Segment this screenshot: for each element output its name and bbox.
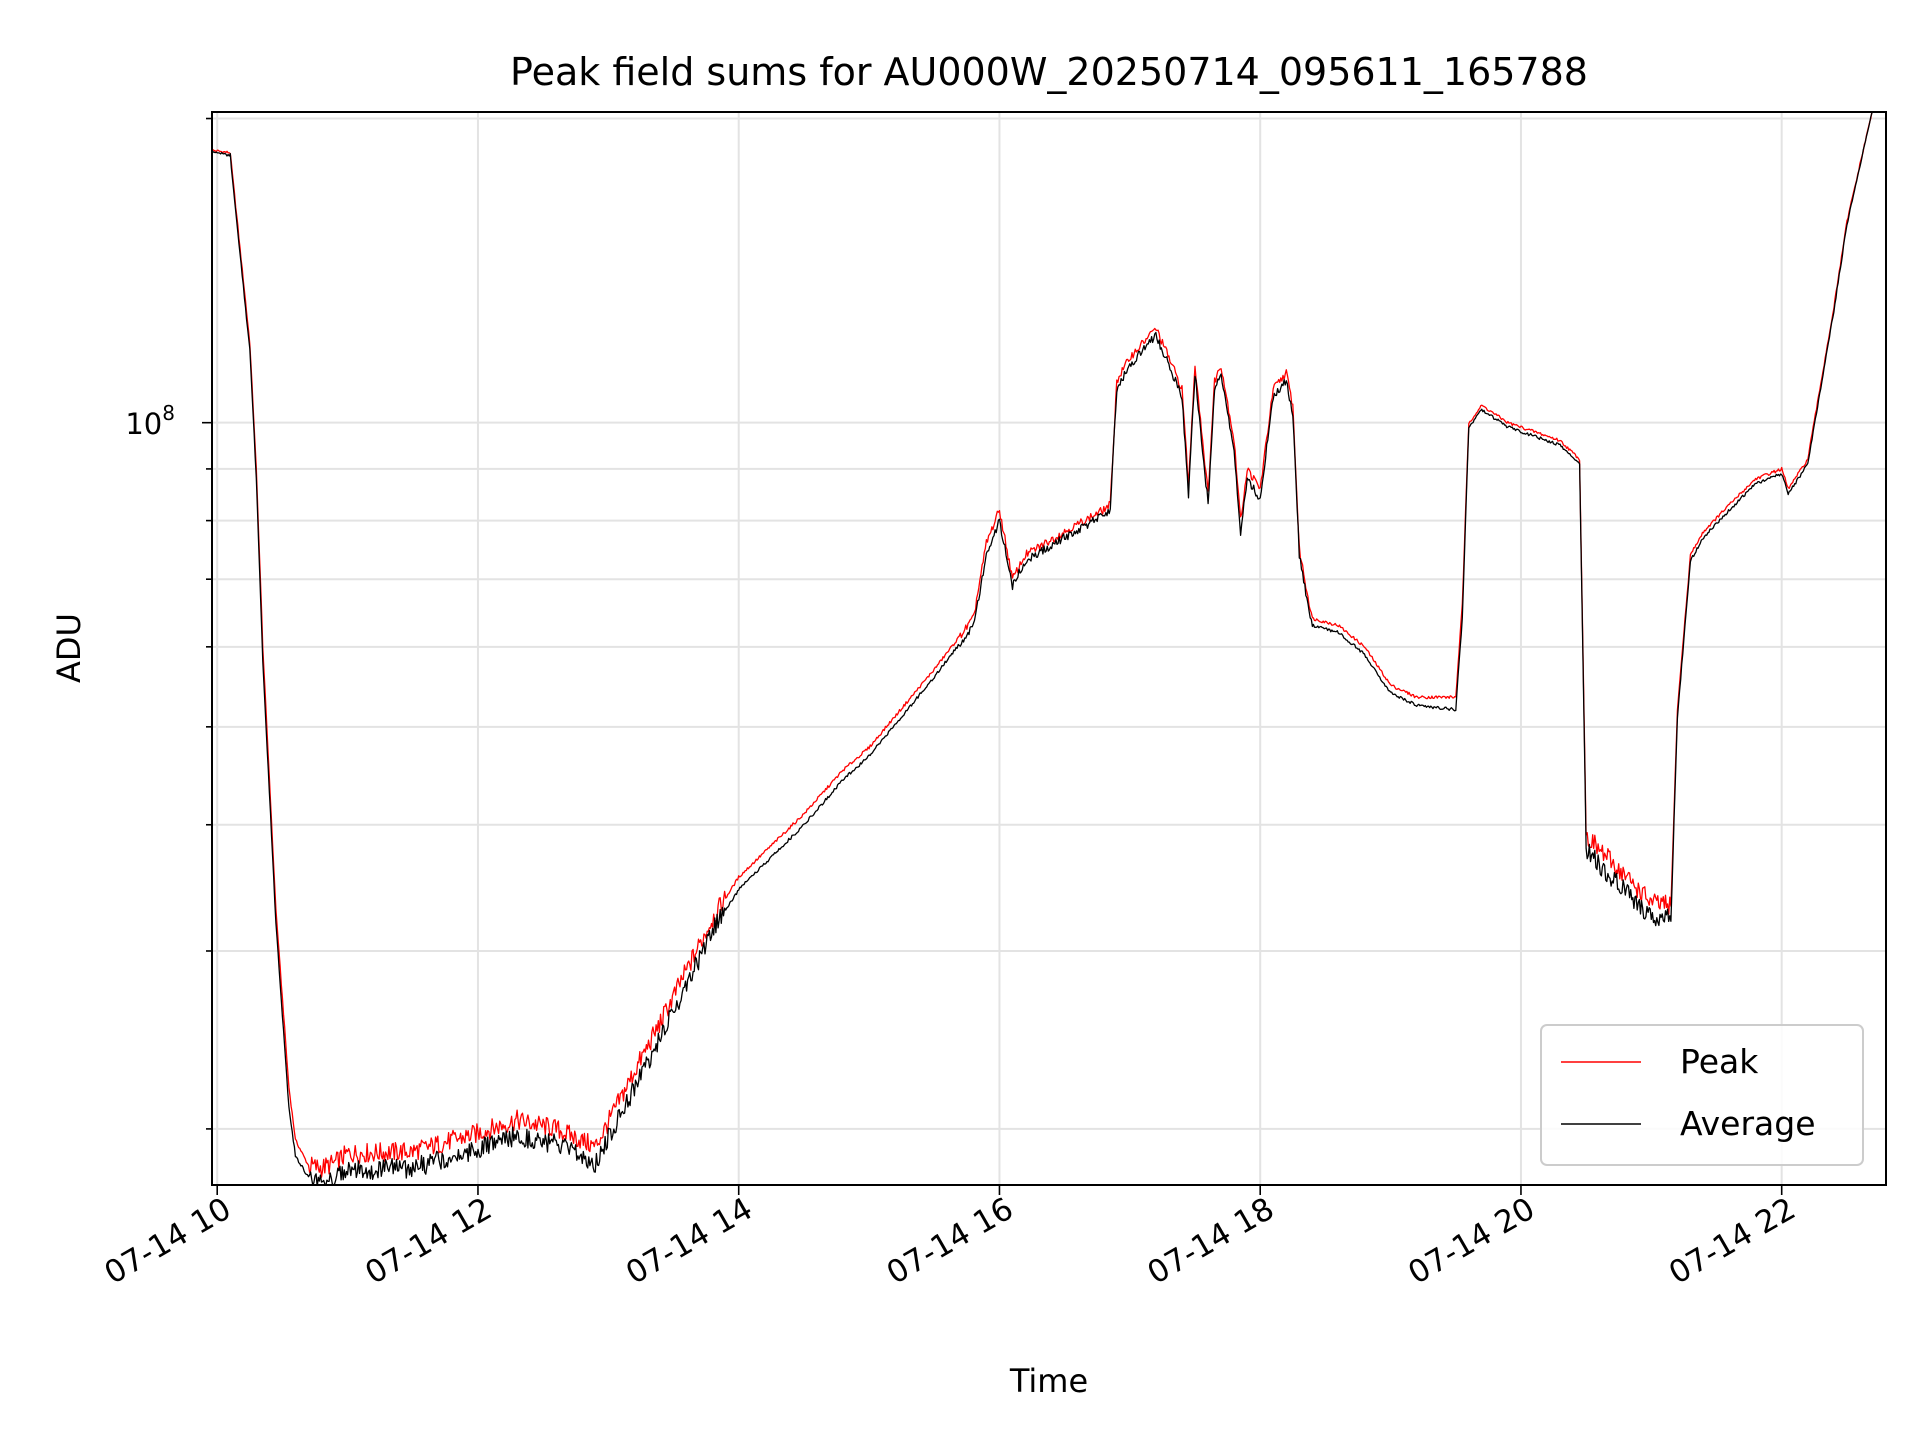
series-line-average	[212, 112, 1873, 1185]
legend-label-peak: Peak	[1680, 1042, 1759, 1081]
axes-frame	[211, 111, 1887, 1186]
legend: Peak Average	[1540, 1024, 1864, 1166]
plot-area	[212, 112, 1873, 1185]
legend-frame	[1540, 1024, 1864, 1166]
series-line-peak	[212, 112, 1873, 1178]
x-axis-label: Time	[1009, 1362, 1088, 1400]
chart-title: Peak field sums for AU000W_20250714_0956…	[510, 50, 1588, 94]
legend-label-average: Average	[1680, 1104, 1816, 1143]
grid	[212, 112, 1886, 1185]
series-lines	[212, 112, 1873, 1185]
y-axis-label: ADU	[50, 613, 88, 683]
